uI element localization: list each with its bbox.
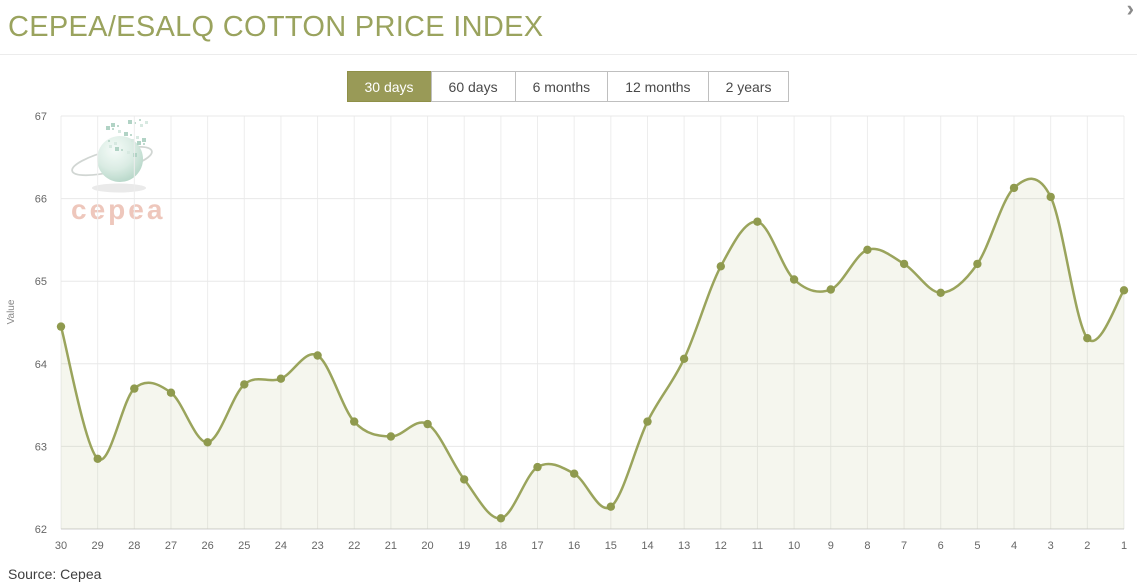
data-point-day-28 <box>130 384 139 393</box>
data-point-day-13 <box>679 354 689 363</box>
tab-6-months[interactable]: 6 months <box>514 71 609 102</box>
svg-text:18: 18 <box>495 540 507 552</box>
data-point-day-15 <box>606 502 615 511</box>
svg-text:24: 24 <box>275 540 287 552</box>
svg-text:65: 65 <box>35 276 47 288</box>
data-point-day-22 <box>350 417 359 426</box>
price-line <box>59 177 1126 520</box>
svg-text:21: 21 <box>385 540 397 552</box>
data-point-day-10 <box>789 275 799 284</box>
data-point-day-2 <box>1083 334 1092 343</box>
data-point-day-16 <box>570 469 579 478</box>
data-point-day-21 <box>386 432 396 441</box>
svg-text:19: 19 <box>458 540 470 552</box>
data-point-day-23 <box>313 351 322 360</box>
svg-text:1: 1 <box>1121 540 1127 552</box>
svg-text:66: 66 <box>35 194 47 206</box>
svg-text:27: 27 <box>165 540 177 552</box>
cepea-logo-watermark: cepea <box>71 119 165 225</box>
data-point-day-30 <box>56 322 66 331</box>
data-point-day-19 <box>460 475 469 484</box>
data-point-day-9 <box>826 285 835 294</box>
tab-2-years[interactable]: 2 years <box>707 71 790 102</box>
svg-text:15: 15 <box>605 540 617 552</box>
tab-12-months[interactable]: 12 months <box>607 71 709 102</box>
svg-text:17: 17 <box>531 540 543 552</box>
svg-text:10: 10 <box>788 540 800 552</box>
svg-text:12: 12 <box>715 540 727 552</box>
data-point-day-8 <box>863 245 872 254</box>
data-point-day-27 <box>166 388 176 397</box>
svg-text:7: 7 <box>901 540 907 552</box>
svg-text:11: 11 <box>752 540 763 552</box>
chevron-right-icon[interactable]: › <box>1126 0 1134 21</box>
price-chart: cepea 30 29 28 27 26 25 24 23 22 21 20 19 18 17 16 15 14 1… <box>0 104 1137 562</box>
tab-30-days[interactable]: 30 days <box>346 71 432 102</box>
data-point-day-4 <box>1009 183 1019 193</box>
data-point-day-6 <box>936 288 945 297</box>
svg-text:29: 29 <box>92 540 104 552</box>
svg-text:67: 67 <box>35 111 47 123</box>
svg-text:64: 64 <box>35 359 47 371</box>
data-point-day-29 <box>93 454 102 463</box>
data-point-day-24 <box>276 374 286 383</box>
tab-60-days[interactable]: 60 days <box>430 71 516 102</box>
data-point-day-12 <box>716 262 725 271</box>
area-fill <box>61 178 1124 529</box>
svg-text:23: 23 <box>311 540 323 552</box>
svg-text:9: 9 <box>828 540 834 552</box>
data-point-day-26 <box>203 438 212 447</box>
data-point-day-5 <box>973 259 982 269</box>
page-header: CEPEA/ESALQ COTTON PRICE INDEX › <box>0 0 1137 55</box>
source-label: Source: Cepea <box>8 566 102 582</box>
data-point-day-17 <box>533 462 542 472</box>
data-point-day-14 <box>643 417 652 426</box>
page-title: CEPEA/ESALQ COTTON PRICE INDEX <box>8 11 544 43</box>
data-point-day-11 <box>753 217 762 226</box>
svg-text:20: 20 <box>421 540 433 552</box>
svg-text:26: 26 <box>201 540 213 552</box>
svg-text:30: 30 <box>55 540 67 552</box>
svg-text:8: 8 <box>864 540 870 552</box>
svg-text:3: 3 <box>1048 540 1054 552</box>
svg-text:4: 4 <box>1011 540 1017 552</box>
data-point-day-18 <box>496 514 506 523</box>
svg-text:5: 5 <box>974 540 980 552</box>
svg-text:63: 63 <box>35 441 47 453</box>
period-tab-bar: 30 days 60 days 6 months 12 months 2 yea… <box>0 71 1137 102</box>
svg-text:62: 62 <box>35 524 47 536</box>
svg-text:Value: Value <box>6 299 17 324</box>
data-point-day-1 <box>1119 286 1129 295</box>
svg-text:25: 25 <box>238 540 250 552</box>
svg-text:16: 16 <box>568 540 580 552</box>
svg-text:6: 6 <box>938 540 944 552</box>
data-point-day-20 <box>423 419 432 429</box>
svg-text:14: 14 <box>641 540 653 552</box>
svg-text:2: 2 <box>1084 540 1090 552</box>
svg-text:22: 22 <box>348 540 360 552</box>
svg-text:28: 28 <box>128 540 140 552</box>
data-point-day-3 <box>1046 192 1055 202</box>
svg-text:cepea: cepea <box>71 194 165 225</box>
data-point-day-25 <box>240 380 249 389</box>
svg-text:13: 13 <box>678 540 690 552</box>
data-point-day-7 <box>899 259 909 269</box>
